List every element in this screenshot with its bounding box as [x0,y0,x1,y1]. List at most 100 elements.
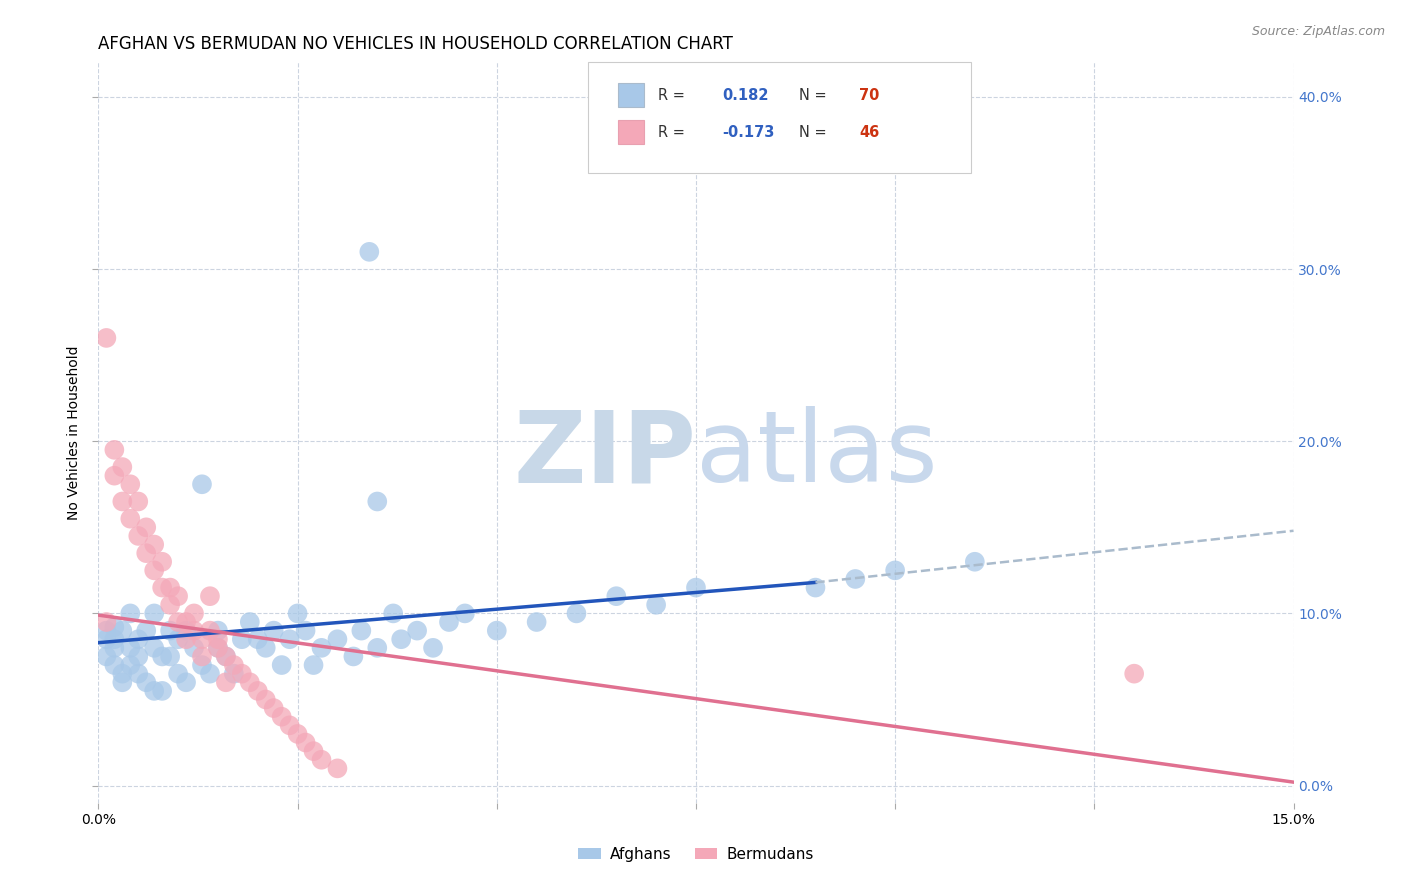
Point [222,658,245,673]
Point [231,666,253,681]
Point [167,589,190,603]
Point [191,649,214,664]
Point [207,624,229,638]
Point [191,632,214,647]
Point [350,624,373,638]
Point [111,675,134,690]
Point [143,607,166,621]
Point [135,675,157,690]
Point [198,589,221,603]
Point [485,624,508,638]
Point [263,624,285,638]
Point [183,607,205,621]
FancyBboxPatch shape [619,120,644,144]
Point [143,563,166,577]
Text: 46: 46 [859,125,880,139]
Point [278,718,301,732]
FancyBboxPatch shape [619,83,644,107]
Point [422,640,444,655]
Point [111,666,134,681]
Point [239,675,262,690]
Point [167,666,190,681]
Point [167,615,190,629]
Point [605,589,627,603]
Point [685,581,707,595]
Point [963,555,986,569]
Point [207,640,229,655]
Point [191,477,214,491]
Text: ZIP: ZIP [513,407,696,503]
Point [311,640,333,655]
Point [302,658,325,673]
Point [287,607,309,621]
Point [246,684,269,698]
Point [287,727,309,741]
Point [198,624,221,638]
Point [804,581,827,595]
Point [96,331,118,345]
Text: R =: R = [658,87,690,103]
Point [294,735,316,749]
Point [174,632,197,647]
Point [174,615,197,629]
Text: -0.173: -0.173 [721,125,775,139]
Point [263,701,285,715]
Text: 70: 70 [859,87,880,103]
Point [120,512,142,526]
Point [454,607,477,621]
Point [103,442,125,457]
Text: Source: ZipAtlas.com: Source: ZipAtlas.com [1251,25,1385,38]
Point [207,640,229,655]
Point [278,632,301,647]
Point [127,494,149,508]
Point [526,615,548,629]
Point [150,581,173,595]
Point [127,649,149,664]
Point [326,761,349,775]
Point [111,624,134,638]
Point [96,615,118,629]
Point [294,624,316,638]
Point [326,632,349,647]
Point [103,640,125,655]
Point [215,675,238,690]
Point [159,581,181,595]
Point [254,640,277,655]
Point [150,684,173,698]
Point [103,620,125,634]
Point [389,632,412,647]
Point [183,640,205,655]
Text: 0.182: 0.182 [721,87,768,103]
Point [270,709,292,723]
Point [231,632,253,647]
Point [135,520,157,534]
Text: R =: R = [658,125,690,139]
Point [239,615,262,629]
Point [103,632,125,647]
Point [103,658,125,673]
Point [342,649,364,664]
Point [215,649,238,664]
Point [222,666,245,681]
Point [150,649,173,664]
Point [120,640,142,655]
Point [174,675,197,690]
Point [198,666,221,681]
Point [135,624,157,638]
Point [565,607,588,621]
Point [246,632,269,647]
Point [207,632,229,647]
Point [311,753,333,767]
Point [127,529,149,543]
Text: N =: N = [800,87,832,103]
Point [215,649,238,664]
Point [254,692,277,706]
Point [96,649,118,664]
Point [120,658,142,673]
Point [111,494,134,508]
Point [111,460,134,475]
Point [1123,666,1146,681]
FancyBboxPatch shape [589,62,972,173]
Text: N =: N = [800,125,832,139]
Point [359,244,381,259]
